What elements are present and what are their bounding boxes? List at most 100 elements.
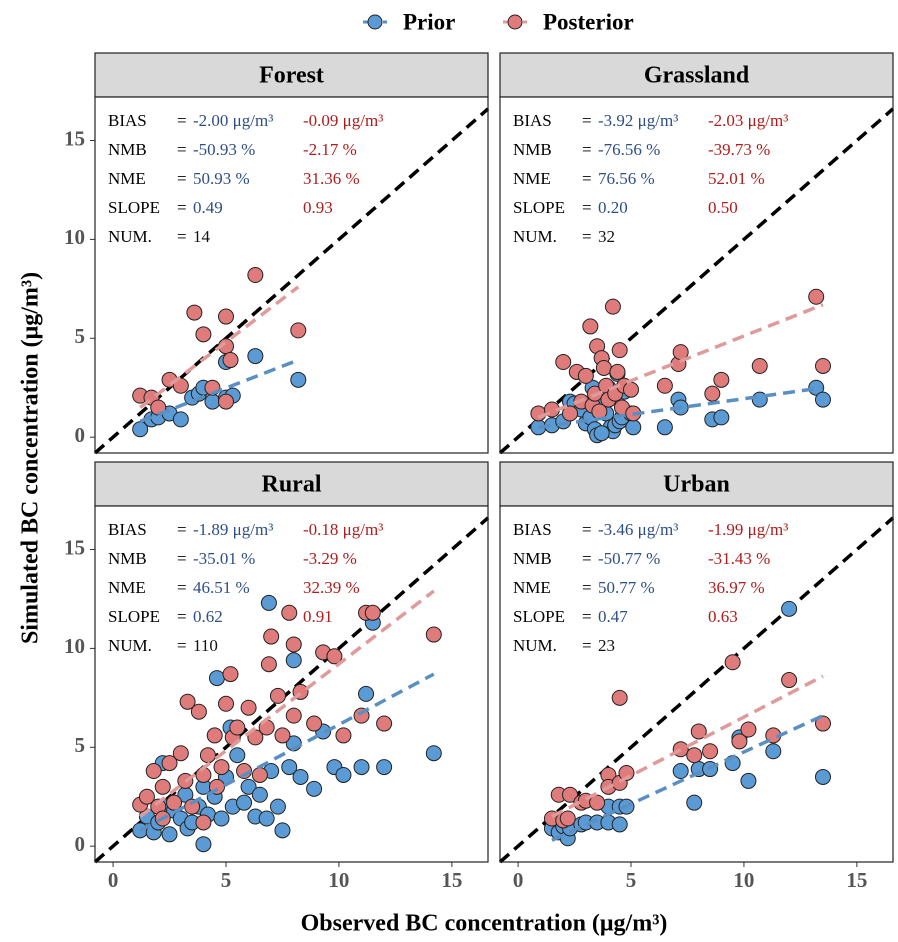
data-point bbox=[172, 377, 189, 394]
stat-equals: = bbox=[177, 169, 187, 188]
data-point bbox=[285, 707, 302, 724]
stat-posterior: -39.73 % bbox=[708, 140, 770, 159]
x-tick-label: 5 bbox=[626, 868, 637, 892]
data-point bbox=[808, 288, 825, 305]
data-point bbox=[281, 604, 298, 621]
data-point bbox=[208, 670, 225, 687]
fit-line bbox=[139, 358, 299, 423]
data-point bbox=[229, 719, 246, 736]
data-point bbox=[240, 699, 257, 716]
stat-label: BIAS bbox=[108, 520, 147, 539]
stat-prior: -3.46 μg/m³ bbox=[598, 520, 678, 539]
data-point bbox=[562, 786, 579, 803]
data-point bbox=[285, 636, 302, 653]
data-point bbox=[161, 826, 178, 843]
stat-label: NME bbox=[513, 578, 551, 597]
data-point bbox=[172, 745, 189, 762]
data-point bbox=[306, 715, 323, 732]
data-point bbox=[154, 778, 171, 795]
x-tick-label: 0 bbox=[108, 868, 119, 892]
stat-label: NUM. bbox=[108, 227, 152, 246]
data-point bbox=[686, 747, 703, 764]
stat-posterior: 31.36 % bbox=[303, 169, 360, 188]
y-tick-label: 5 bbox=[75, 324, 86, 348]
data-point bbox=[740, 721, 757, 738]
panel-title: Grassland bbox=[644, 63, 750, 89]
stat-equals: = bbox=[177, 607, 187, 626]
fit-line bbox=[551, 714, 824, 842]
x-tick-label: 15 bbox=[846, 868, 867, 892]
data-point bbox=[213, 810, 230, 827]
stat-label: NMB bbox=[108, 549, 147, 568]
stat-equals: = bbox=[177, 520, 187, 539]
data-point bbox=[199, 747, 216, 764]
data-point bbox=[604, 298, 621, 315]
data-point bbox=[814, 715, 831, 732]
stat-prior: 0.20 bbox=[598, 198, 628, 217]
stat-label: SLOPE bbox=[513, 198, 565, 217]
data-point bbox=[686, 794, 703, 811]
stat-equals: = bbox=[582, 549, 592, 568]
data-point bbox=[326, 648, 343, 665]
panel-title: Rural bbox=[262, 472, 322, 498]
stat-prior: -2.00 μg/m³ bbox=[193, 111, 273, 130]
data-point bbox=[213, 759, 230, 776]
fit-line bbox=[538, 385, 824, 430]
x-tick-label: 10 bbox=[733, 868, 754, 892]
data-point bbox=[166, 794, 183, 811]
data-point bbox=[179, 693, 196, 710]
stat-label: NMB bbox=[108, 140, 147, 159]
identity-line bbox=[93, 107, 490, 455]
data-point bbox=[195, 326, 212, 343]
stat-prior: -35.01 % bbox=[193, 549, 255, 568]
panel-border bbox=[499, 505, 894, 863]
x-tick-label: 10 bbox=[328, 868, 349, 892]
data-point bbox=[184, 798, 201, 815]
stat-label: NMB bbox=[513, 549, 552, 568]
stat-label: BIAS bbox=[513, 520, 552, 539]
data-point bbox=[247, 348, 264, 365]
stat-prior: 0.49 bbox=[193, 198, 223, 217]
data-point bbox=[425, 745, 442, 762]
stat-equals: = bbox=[582, 607, 592, 626]
data-point bbox=[229, 747, 246, 764]
panel-border bbox=[94, 96, 489, 454]
y-tick-label: 5 bbox=[75, 733, 86, 757]
stat-posterior: 52.01 % bbox=[708, 169, 765, 188]
stat-label: BIAS bbox=[513, 111, 552, 130]
stat-equals: = bbox=[177, 140, 187, 159]
stat-posterior: -0.09 μg/m³ bbox=[303, 111, 383, 130]
data-point bbox=[814, 357, 831, 374]
data-point bbox=[172, 411, 189, 428]
stat-equals: = bbox=[582, 520, 592, 539]
stat-prior: 0.47 bbox=[598, 607, 628, 626]
stat-prior: -50.77 % bbox=[598, 549, 660, 568]
legend-label: Posterior bbox=[543, 9, 634, 34]
data-point bbox=[335, 766, 352, 783]
data-point bbox=[611, 689, 628, 706]
y-tick-label: 0 bbox=[75, 423, 86, 447]
data-point bbox=[740, 772, 757, 789]
data-point bbox=[656, 377, 673, 394]
y-tick-label: 10 bbox=[64, 225, 85, 249]
y-tick-label: 10 bbox=[64, 634, 85, 658]
data-point bbox=[218, 393, 234, 410]
data-point bbox=[206, 727, 223, 744]
data-point bbox=[623, 381, 639, 398]
data-point bbox=[656, 419, 673, 436]
data-point bbox=[353, 759, 370, 776]
data-point bbox=[132, 421, 149, 438]
data-point bbox=[781, 600, 798, 617]
data-point bbox=[672, 763, 689, 780]
stat-prior: 32 bbox=[598, 227, 615, 246]
data-point bbox=[290, 371, 307, 388]
stat-posterior: 32.39 % bbox=[303, 578, 360, 597]
legend-marker bbox=[507, 14, 523, 30]
data-point bbox=[195, 814, 212, 831]
data-point bbox=[222, 352, 239, 369]
stat-equals: = bbox=[582, 140, 592, 159]
data-point bbox=[577, 367, 594, 384]
data-point bbox=[731, 733, 748, 750]
data-point bbox=[713, 371, 730, 388]
